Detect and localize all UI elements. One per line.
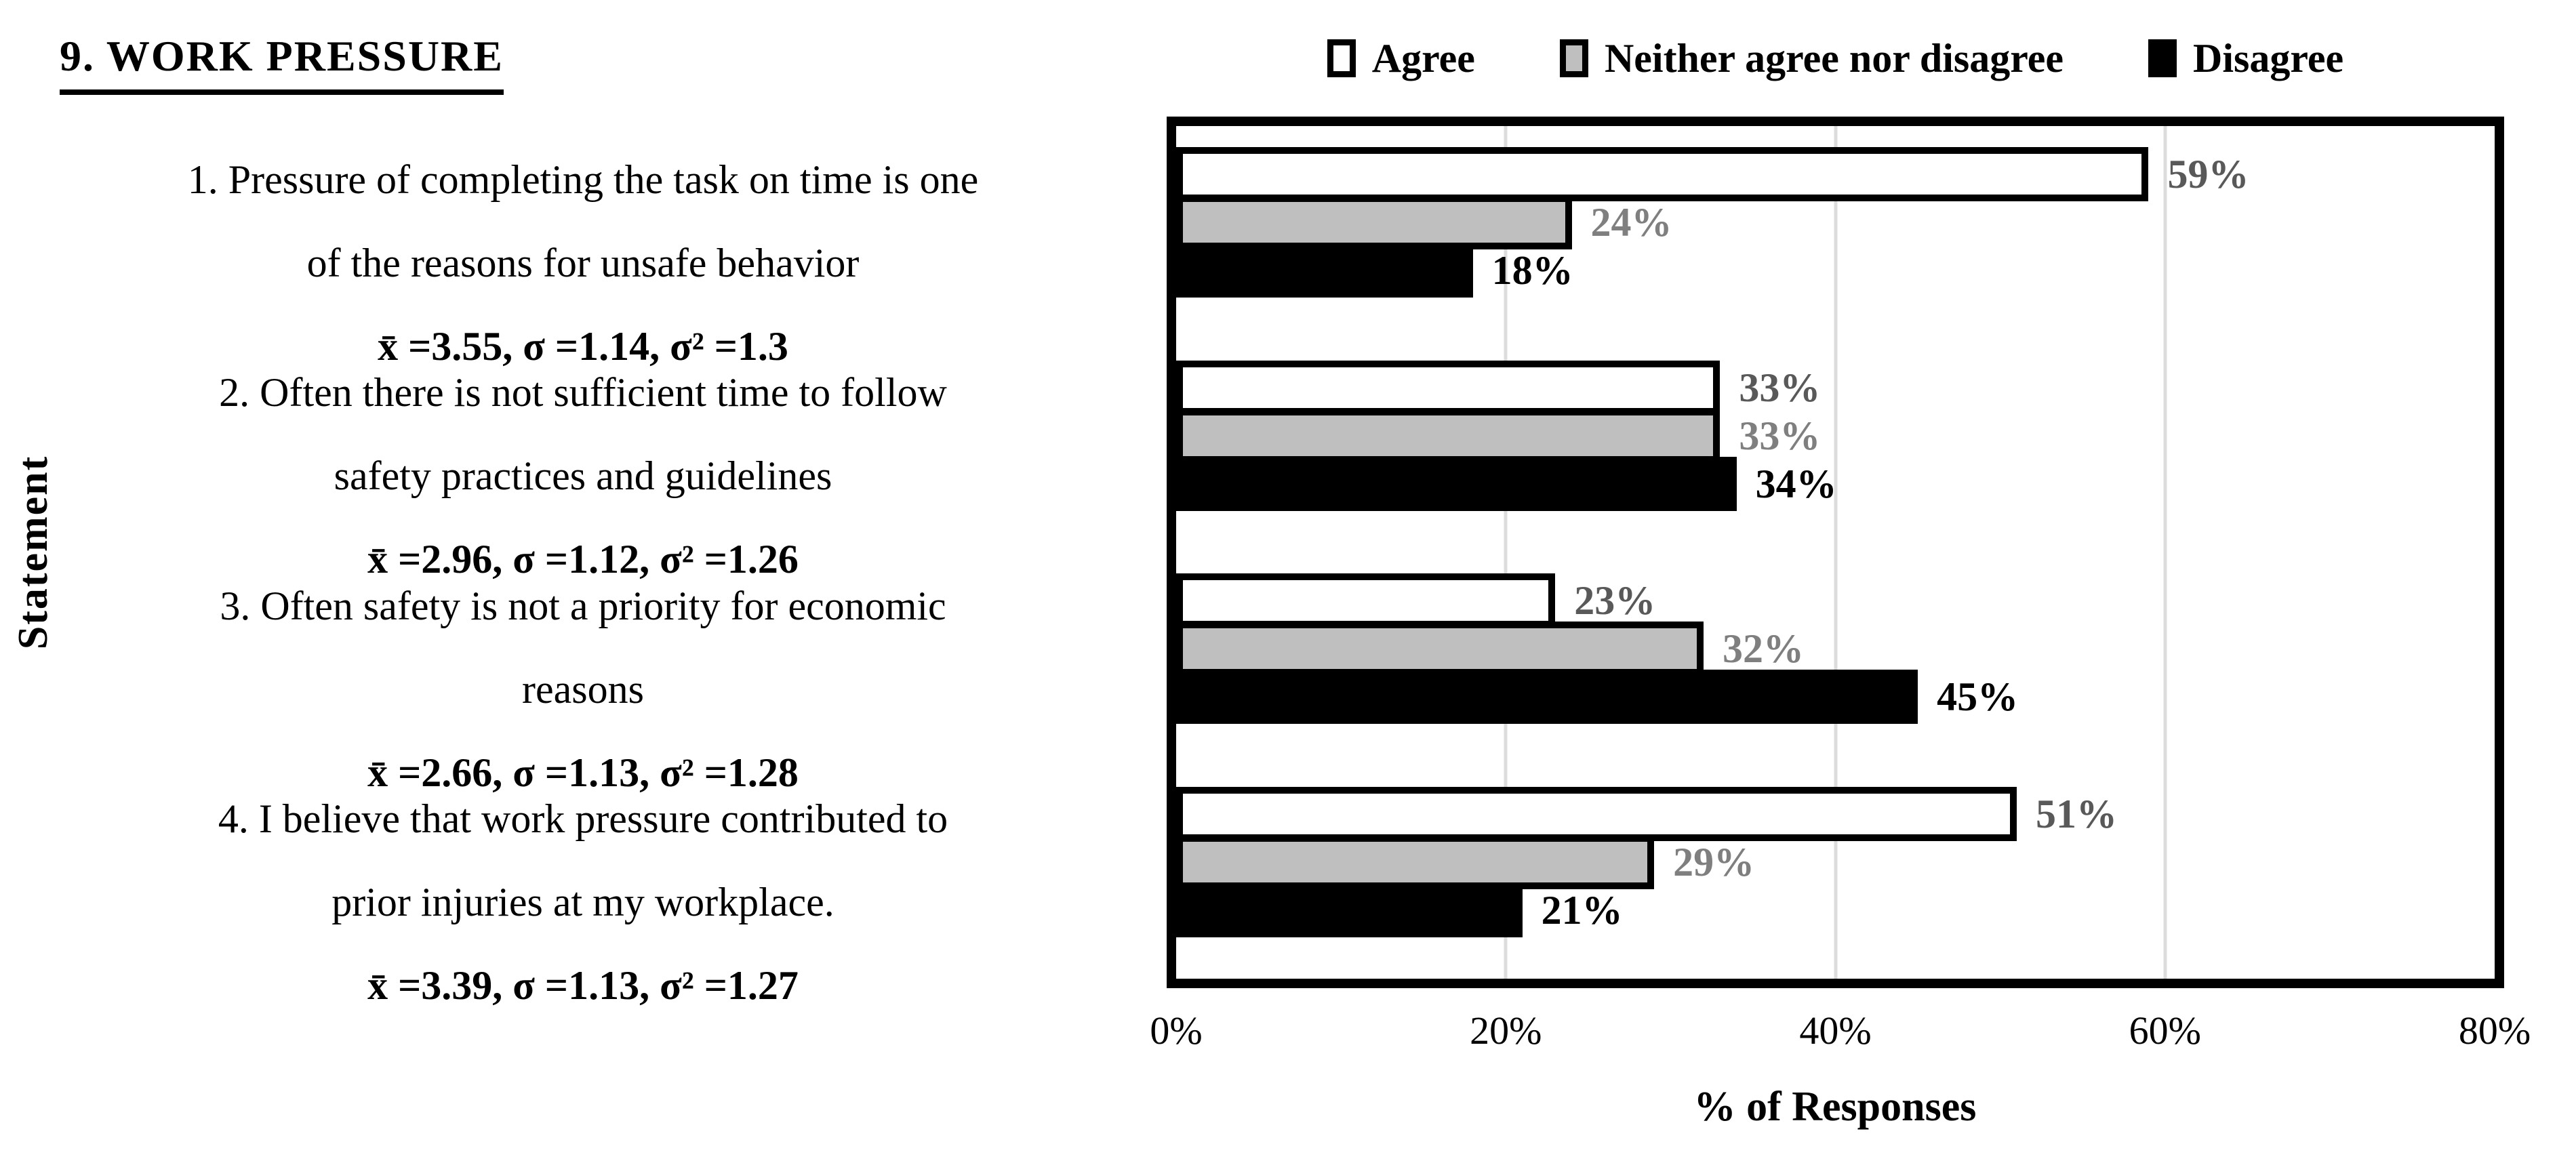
bar-row: 34% — [1176, 456, 2495, 511]
category-labels-column: 1. Pressure of completing the task on ti… — [0, 0, 1152, 1161]
statement-line: reasons — [522, 666, 644, 712]
bar-agree — [1176, 147, 2149, 201]
legend-swatch-agree-icon — [1327, 39, 1356, 77]
bar-row: 51% — [1176, 786, 2495, 841]
statement-stats: x̄ =2.96, σ =1.12, σ² =1.26 — [367, 537, 799, 582]
bar-row: 45% — [1176, 670, 2495, 724]
bar-agree — [1176, 786, 2017, 841]
bar-value-label: 21% — [1541, 887, 1623, 933]
legend-item-disagree: Disagree — [2148, 38, 2343, 79]
statement-stats: x̄ =3.55, σ =1.14, σ² =1.3 — [378, 323, 788, 369]
plot-area: 59% 24% 18% 33% 33% 34% 23% 32% 45% 51% 29% 21% — [1167, 117, 2504, 988]
bar-value-label: 34% — [1755, 461, 1837, 506]
bar-value-label: 51% — [2035, 791, 2117, 836]
statement-line: prior injuries at my workplace. — [331, 880, 834, 925]
x-tick-label: 0% — [1150, 1009, 1203, 1053]
statement-1: 1. Pressure of completing the task on ti… — [20, 157, 1146, 370]
chart-title: 9. WORK PRESSURE — [60, 31, 504, 95]
legend-label-agree: Agree — [1371, 36, 1475, 81]
statement-4: 4. I believe that work pressure contribu… — [20, 796, 1146, 1010]
statement-2: 2. Often there is not sufficient time to… — [20, 370, 1146, 584]
bar-value-label: 24% — [1590, 200, 1672, 245]
bar-neither-agree-nor-disagree — [1176, 408, 1720, 463]
bar-row: 32% — [1176, 622, 2495, 676]
bar-value-label: 29% — [1673, 839, 1755, 884]
bar-row: 33% — [1176, 408, 2495, 463]
statement-line: of the reasons for unsafe behavior — [306, 240, 860, 285]
bar-agree — [1176, 360, 1720, 415]
legend-swatch-disagree-icon — [2148, 39, 2177, 77]
chart-title-text: 9. WORK PRESSURE — [60, 31, 504, 95]
bar-value-label: 18% — [1491, 248, 1573, 293]
statement-line: 1. Pressure of completing the task on ti… — [187, 157, 979, 202]
statement-line: 4. I believe that work pressure contribu… — [218, 796, 948, 842]
x-tick-label: 60% — [2129, 1009, 2201, 1053]
bar-value-label: 32% — [1723, 626, 1804, 671]
bar-group-4: 51% 29% 21% — [1176, 786, 2495, 937]
bar-neither-agree-nor-disagree — [1176, 834, 1655, 889]
bar-value-label: 45% — [1937, 674, 2019, 719]
bar-agree — [1176, 573, 1556, 628]
gridline — [2163, 126, 2167, 979]
bar-row: 18% — [1176, 243, 2495, 298]
bar-disagree — [1176, 882, 1523, 937]
bar-disagree — [1176, 670, 1918, 724]
gridline — [1504, 126, 1508, 979]
legend-swatch-neither-agree-nor-disagree-icon — [1559, 39, 1588, 77]
bar-value-label: 23% — [1574, 578, 1656, 623]
bar-disagree — [1176, 243, 1473, 298]
bar-value-label: 33% — [1739, 413, 1821, 458]
legend-item-neither-agree-nor-disagree: Neither agree nor disagree — [1559, 36, 2064, 81]
bar-disagree — [1176, 456, 1737, 511]
bar-row: 23% — [1176, 573, 2495, 628]
statement-stats: x̄ =2.66, σ =1.13, σ² =1.28 — [367, 750, 799, 795]
bar-neither-agree-nor-disagree — [1176, 622, 1704, 676]
x-tick-label: 20% — [1470, 1009, 1542, 1053]
bar-group-3: 23% 32% 45% — [1176, 573, 2495, 724]
statement-line: 3. Often safety is not a priority for ec… — [220, 583, 946, 628]
bar-row: 24% — [1176, 195, 2495, 249]
bar-row: 59% — [1176, 147, 2495, 201]
statement-stats: x̄ =3.39, σ =1.13, σ² =1.27 — [367, 963, 799, 1009]
statement-line: safety practices and guidelines — [334, 453, 832, 499]
statement-line: 2. Often there is not sufficient time to… — [219, 370, 947, 415]
bar-row: 33% — [1176, 360, 2495, 415]
gridline — [1834, 126, 1837, 979]
legend-label-disagree: Disagree — [2193, 36, 2344, 81]
legend-item-agree: Agree — [1327, 38, 1475, 79]
bar-row: 21% — [1176, 882, 2495, 937]
x-tick-label: 40% — [1799, 1009, 1872, 1053]
legend: Agree Neither agree nor disagree Disagree — [1167, 38, 2504, 79]
bar-value-label: 59% — [2167, 152, 2249, 197]
bar-group-2: 33% 33% 34% — [1176, 360, 2495, 511]
legend-label-neither-agree-nor-disagree: Neither agree nor disagree — [1604, 36, 2064, 81]
bar-neither-agree-nor-disagree — [1176, 195, 1572, 249]
x-tick-label: 80% — [2458, 1009, 2531, 1053]
statement-3: 3. Often safety is not a priority for ec… — [20, 583, 1146, 796]
x-axis-title: % of Responses — [1693, 1084, 1977, 1130]
bar-value-label: 33% — [1739, 365, 1821, 410]
bar-row: 29% — [1176, 834, 2495, 889]
bar-group-1: 59% 24% 18% — [1176, 147, 2495, 298]
